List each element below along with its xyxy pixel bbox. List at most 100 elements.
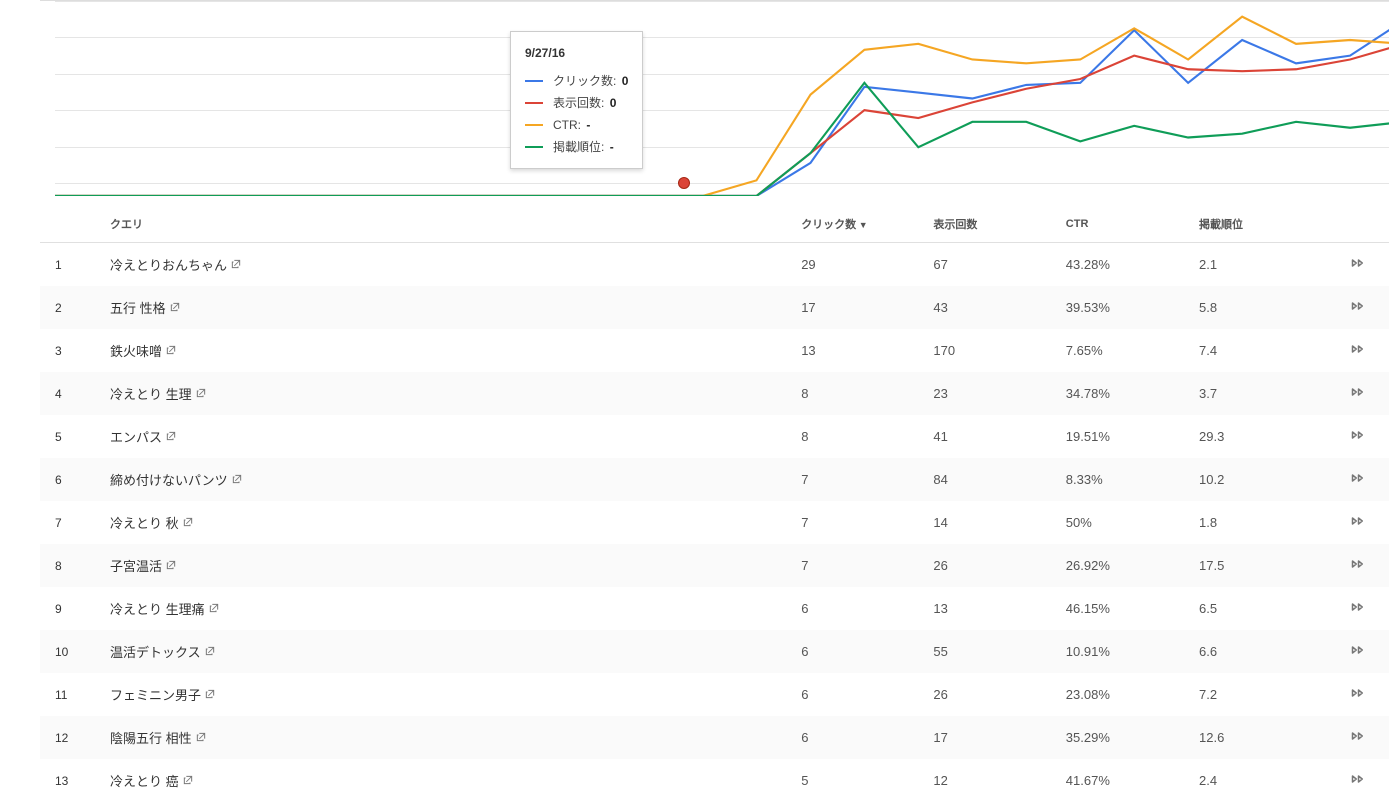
cell-query: 五行 性格 — [102, 286, 793, 329]
external-link-icon[interactable] — [170, 300, 180, 315]
cell-ctr: 10.91% — [1058, 630, 1191, 673]
drill-down-icon[interactable] — [1349, 300, 1371, 314]
query-text: 鉄火味噌 — [110, 344, 162, 359]
tooltip-label: 掲載順位: — [553, 140, 604, 154]
query-link[interactable]: 冷えとり 生理痛 — [110, 602, 205, 617]
drill-down-icon[interactable] — [1349, 773, 1371, 787]
query-link[interactable]: 冷えとり 秋 — [110, 516, 179, 531]
external-link-icon[interactable] — [183, 515, 193, 530]
cell-action — [1324, 544, 1389, 587]
table-header: クエリ クリック数 表示回数 CTR 掲載順位 — [40, 206, 1389, 243]
tooltip-swatch — [525, 80, 543, 82]
cell-impressions: 12 — [925, 759, 1057, 802]
drill-down-icon[interactable] — [1349, 343, 1371, 357]
query-link[interactable]: 冷えとりおんちゃん — [110, 258, 227, 273]
col-impressions-header[interactable]: 表示回数 — [925, 206, 1057, 243]
col-ctr-header[interactable]: CTR — [1058, 206, 1191, 243]
drill-down-icon[interactable] — [1349, 558, 1371, 572]
table-row: 2五行 性格174339.53%5.8 — [40, 286, 1389, 329]
external-link-icon[interactable] — [231, 257, 241, 272]
cell-query: 温活デトックス — [102, 630, 793, 673]
cell-ctr: 50% — [1058, 501, 1191, 544]
cell-position: 3.7 — [1191, 372, 1324, 415]
query-link[interactable]: 五行 性格 — [110, 301, 166, 316]
drill-down-icon[interactable] — [1349, 601, 1371, 615]
cell-impressions: 67 — [925, 243, 1057, 287]
external-link-icon[interactable] — [205, 644, 215, 659]
drill-down-icon[interactable] — [1349, 386, 1371, 400]
query-link[interactable]: 温活デトックス — [110, 645, 201, 660]
drill-down-icon[interactable] — [1349, 429, 1371, 443]
drill-down-icon[interactable] — [1349, 644, 1371, 658]
cell-ctr: 8.33% — [1058, 458, 1191, 501]
cell-ctr: 41.67% — [1058, 759, 1191, 802]
cell-action — [1324, 630, 1389, 673]
table-row: 10温活デトックス65510.91%6.6 — [40, 630, 1389, 673]
drill-down-icon[interactable] — [1349, 730, 1371, 744]
external-link-icon[interactable] — [166, 558, 176, 573]
cell-impressions: 17 — [925, 716, 1057, 759]
query-link[interactable]: 冷えとり 生理 — [110, 387, 192, 402]
cell-clicks: 5 — [793, 759, 925, 802]
external-link-icon[interactable] — [183, 773, 193, 788]
query-link[interactable]: 子宮温活 — [110, 559, 162, 574]
cell-clicks: 7 — [793, 501, 925, 544]
query-link[interactable]: 鉄火味噌 — [110, 344, 162, 359]
external-link-icon[interactable] — [196, 386, 206, 401]
performance-chart[interactable]: 9/27/16 クリック数: 0表示回数: 0CTR: -掲載順位: - — [40, 0, 1389, 196]
query-text: 陰陽五行 相性 — [110, 731, 192, 746]
cell-action — [1324, 286, 1389, 329]
cell-position: 17.5 — [1191, 544, 1324, 587]
cell-action — [1324, 243, 1389, 287]
cell-clicks: 29 — [793, 243, 925, 287]
cell-clicks: 6 — [793, 630, 925, 673]
cell-action — [1324, 716, 1389, 759]
query-text: 温活デトックス — [110, 645, 201, 660]
col-query-header[interactable]: クエリ — [102, 206, 793, 243]
col-position-header[interactable]: 掲載順位 — [1191, 206, 1324, 243]
query-link[interactable]: エンパス — [110, 430, 162, 445]
drill-down-icon[interactable] — [1349, 687, 1371, 701]
cell-query: 締め付けないパンツ — [102, 458, 793, 501]
cell-query: 鉄火味噌 — [102, 329, 793, 372]
cell-query: フェミニン男子 — [102, 673, 793, 716]
table-row: 11フェミニン男子62623.08%7.2 — [40, 673, 1389, 716]
table-row: 12陰陽五行 相性61735.29%12.6 — [40, 716, 1389, 759]
drill-down-icon[interactable] — [1349, 515, 1371, 529]
cell-ctr: 19.51% — [1058, 415, 1191, 458]
cell-impressions: 26 — [925, 673, 1057, 716]
cell-action — [1324, 329, 1389, 372]
query-text: 締め付けないパンツ — [110, 473, 228, 488]
query-text: 五行 性格 — [110, 301, 166, 316]
col-clicks-header[interactable]: クリック数 — [793, 206, 925, 243]
external-link-icon[interactable] — [232, 472, 242, 487]
query-text: 冷えとり 癌 — [110, 774, 179, 789]
tooltip-value: 0 — [622, 74, 629, 88]
external-link-icon[interactable] — [166, 343, 176, 358]
tooltip-swatch — [525, 146, 543, 148]
cell-action — [1324, 372, 1389, 415]
external-link-icon[interactable] — [166, 429, 176, 444]
query-link[interactable]: 締め付けないパンツ — [110, 473, 228, 488]
query-text: 子宮温活 — [110, 559, 162, 574]
series-clicks — [55, 21, 1389, 197]
query-link[interactable]: 陰陽五行 相性 — [110, 731, 192, 746]
row-index: 8 — [40, 544, 102, 587]
external-link-icon[interactable] — [196, 730, 206, 745]
cell-clicks: 8 — [793, 415, 925, 458]
cell-ctr: 39.53% — [1058, 286, 1191, 329]
cell-query: 冷えとり 秋 — [102, 501, 793, 544]
cell-action — [1324, 415, 1389, 458]
cell-clicks: 13 — [793, 329, 925, 372]
query-link[interactable]: フェミニン男子 — [110, 688, 201, 703]
query-link[interactable]: 冷えとり 癌 — [110, 774, 179, 789]
cell-ctr: 43.28% — [1058, 243, 1191, 287]
table-row: 8子宮温活72626.92%17.5 — [40, 544, 1389, 587]
row-index: 1 — [40, 243, 102, 287]
drill-down-icon[interactable] — [1349, 472, 1371, 486]
external-link-icon[interactable] — [205, 687, 215, 702]
series-impressions — [55, 44, 1389, 196]
drill-down-icon[interactable] — [1349, 257, 1371, 271]
cell-action — [1324, 673, 1389, 716]
external-link-icon[interactable] — [209, 601, 219, 616]
